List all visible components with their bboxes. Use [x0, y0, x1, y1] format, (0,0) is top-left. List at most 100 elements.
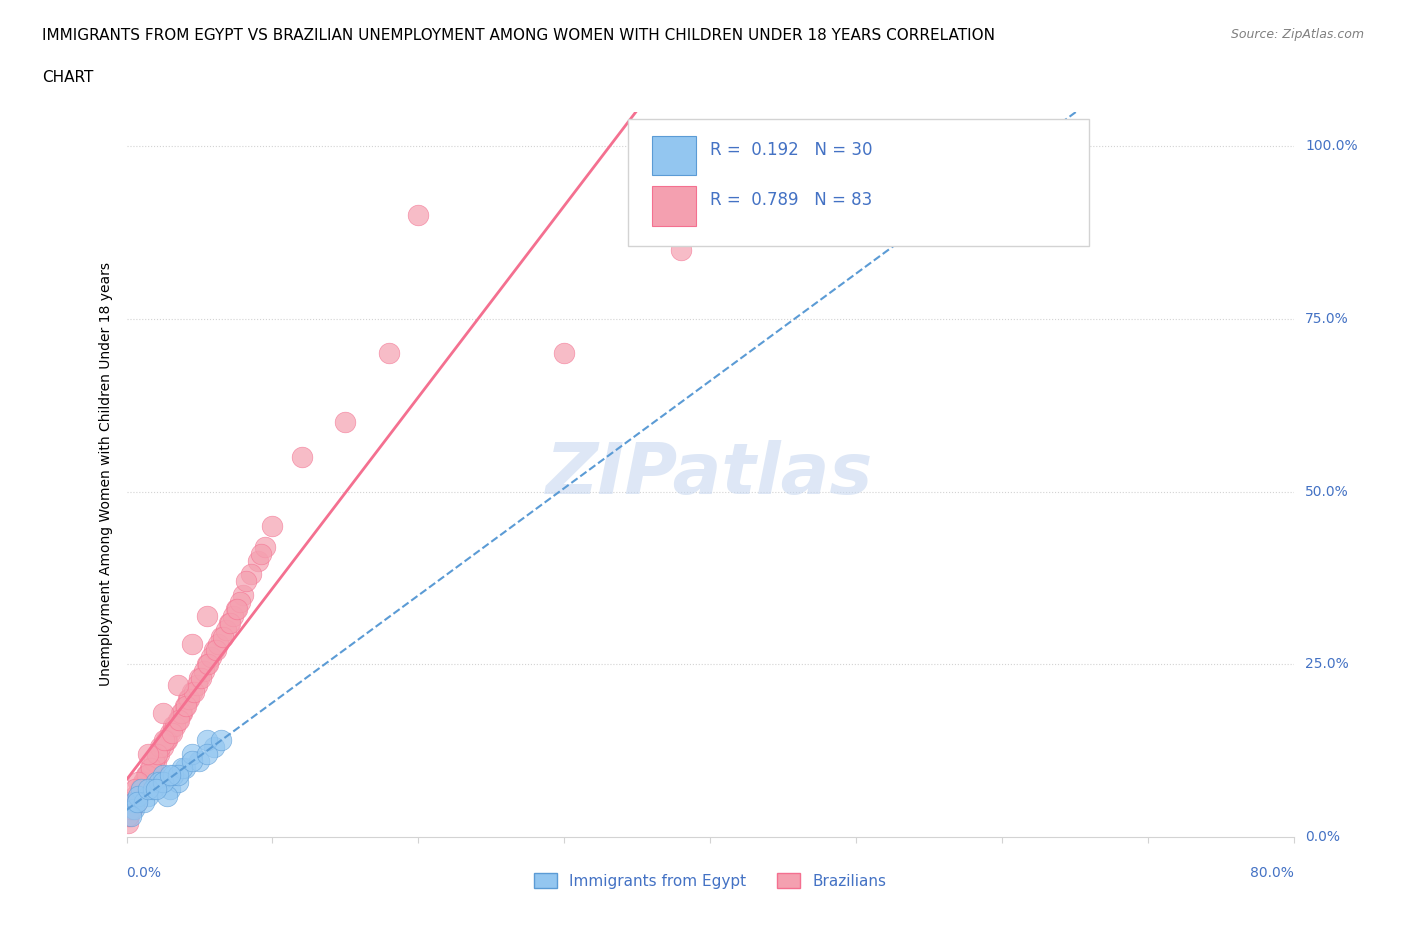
Point [141, 761, 163, 776]
Point [120, 809, 142, 824]
Point [118, 809, 141, 824]
FancyBboxPatch shape [652, 136, 696, 176]
Point [152, 705, 174, 720]
Point [225, 602, 247, 617]
Point [125, 795, 148, 810]
Point [211, 630, 233, 644]
Point [120, 802, 142, 817]
Point [127, 788, 149, 803]
Point [138, 747, 160, 762]
Point [148, 747, 170, 762]
Point [195, 747, 218, 762]
Point [207, 636, 229, 651]
Point [195, 657, 218, 671]
Point [169, 705, 191, 720]
Point [408, 207, 430, 222]
Point [153, 733, 176, 748]
Point [122, 795, 145, 810]
FancyBboxPatch shape [652, 186, 696, 226]
Point [160, 726, 183, 741]
Point [209, 733, 232, 748]
Point [156, 733, 179, 748]
Point [209, 630, 232, 644]
Point [174, 698, 197, 713]
Point [195, 733, 218, 748]
FancyBboxPatch shape [628, 119, 1090, 246]
Point [138, 767, 160, 782]
Point [145, 775, 167, 790]
Text: 100.0%: 100.0% [1305, 140, 1358, 153]
Y-axis label: Unemployment Among Women with Children Under 18 years: Unemployment Among Women with Children U… [98, 262, 112, 686]
Point [122, 795, 145, 810]
Point [179, 691, 201, 706]
Point [200, 650, 222, 665]
Legend: Immigrants from Egypt, Brazilians: Immigrants from Egypt, Brazilians [527, 867, 893, 895]
Point [335, 415, 357, 430]
Point [121, 802, 143, 817]
Point [127, 775, 149, 790]
Point [138, 781, 160, 796]
Point [166, 712, 188, 727]
Point [152, 767, 174, 782]
Text: 80.0%: 80.0% [1250, 866, 1294, 880]
Point [232, 588, 254, 603]
Point [170, 761, 193, 776]
Point [117, 809, 139, 824]
Point [166, 678, 188, 693]
Point [174, 761, 197, 776]
Point [149, 739, 172, 754]
Point [226, 602, 249, 617]
Point [378, 346, 401, 361]
Point [134, 767, 156, 782]
Point [163, 719, 186, 734]
Point [145, 753, 167, 768]
Point [215, 622, 238, 637]
Point [246, 553, 269, 568]
Point [155, 733, 177, 748]
Text: 75.0%: 75.0% [1305, 312, 1348, 326]
Point [195, 608, 218, 623]
Point [159, 726, 181, 741]
Text: CHART: CHART [42, 70, 94, 85]
Point [117, 816, 139, 830]
Point [156, 788, 179, 803]
Point [162, 719, 184, 734]
Point [181, 747, 204, 762]
Point [222, 608, 245, 623]
Point [122, 802, 145, 817]
Text: R =  0.789   N = 83: R = 0.789 N = 83 [710, 192, 872, 209]
Point [139, 761, 162, 776]
Text: IMMIGRANTS FROM EGYPT VS BRAZILIAN UNEMPLOYMENT AMONG WOMEN WITH CHILDREN UNDER : IMMIGRANTS FROM EGYPT VS BRAZILIAN UNEMP… [42, 28, 995, 43]
Point [131, 775, 153, 790]
Text: 25.0%: 25.0% [1305, 658, 1348, 671]
Point [188, 753, 211, 768]
Text: Source: ZipAtlas.com: Source: ZipAtlas.com [1230, 28, 1364, 41]
Point [132, 775, 155, 790]
Point [177, 691, 200, 706]
Text: 50.0%: 50.0% [1305, 485, 1348, 498]
Point [162, 767, 184, 782]
Point [181, 636, 204, 651]
Point [235, 574, 257, 589]
Point [239, 567, 262, 582]
Point [136, 767, 159, 782]
Point [132, 795, 155, 810]
Text: 0.0%: 0.0% [127, 866, 162, 880]
Point [181, 684, 204, 699]
Point [152, 739, 174, 754]
Point [166, 767, 188, 782]
Point [146, 747, 169, 762]
Point [152, 775, 174, 790]
Point [138, 788, 160, 803]
Point [129, 781, 152, 796]
Point [166, 775, 188, 790]
Point [188, 671, 211, 685]
Point [229, 594, 252, 609]
Point [159, 767, 181, 782]
Point [183, 684, 205, 699]
Point [167, 712, 190, 727]
Point [124, 781, 146, 796]
Point [669, 243, 692, 258]
Point [120, 802, 142, 817]
Point [262, 519, 284, 534]
